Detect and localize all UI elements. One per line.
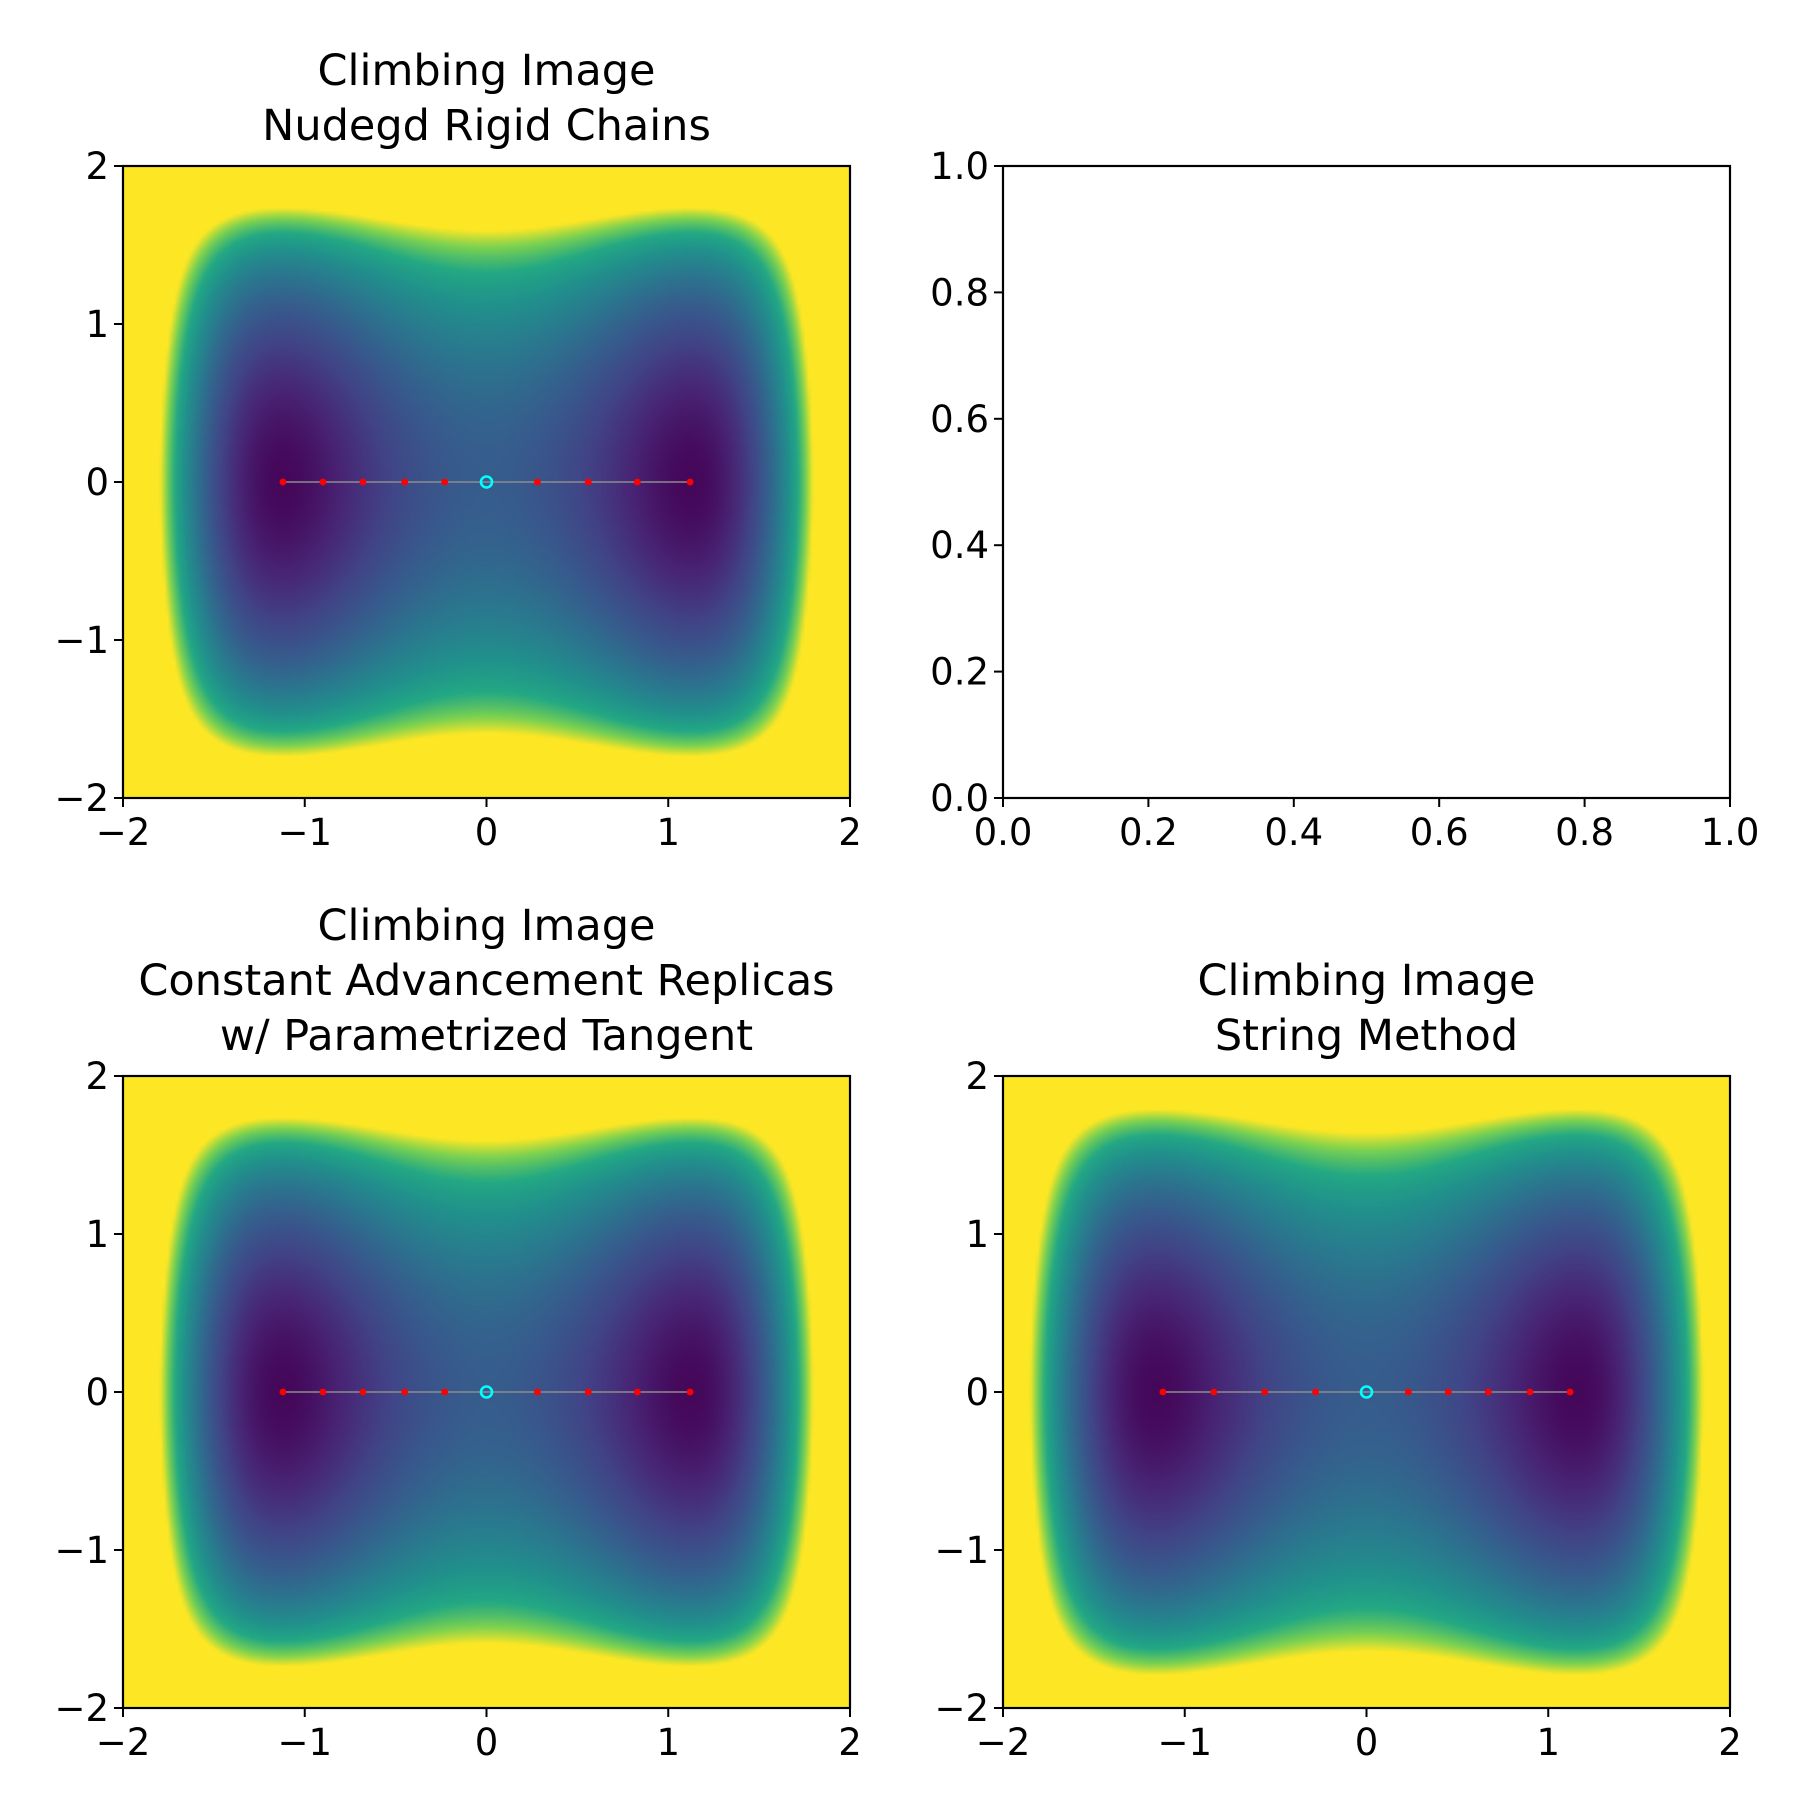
x-tick-label: 0 [1355,1721,1379,1764]
image-point [584,1388,592,1396]
image-point [584,478,592,486]
x-tick-label: 0.8 [1555,811,1614,854]
subplot-title-line: Climbing Image [318,901,656,951]
x-tick-label: −1 [277,811,332,854]
image-point [1404,1388,1412,1396]
y-tick-label: 2 [85,145,109,188]
y-tick-label: −2 [934,1687,989,1730]
x-tick-label: 1.0 [1701,811,1760,854]
y-tick-label: −1 [934,1529,989,1572]
x-tick-label: −2 [96,1721,151,1764]
y-tick-label: 1 [965,1213,989,1256]
image-point [533,478,541,486]
image-point [633,478,641,486]
y-tick-label: 2 [85,1055,109,1098]
x-tick-label: −1 [277,1721,332,1764]
y-tick-label: 0.4 [930,524,989,567]
x-tick-label: 1 [656,811,680,854]
y-tick-label: 2 [965,1055,989,1098]
y-tick-label: 0 [85,461,109,504]
y-tick-label: 1 [85,1213,109,1256]
x-tick-label: 2 [1718,1721,1742,1764]
y-tick-label: 0.8 [930,271,989,314]
x-tick-label: 0 [475,811,499,854]
y-tick-label: 1.0 [930,145,989,188]
x-tick-label: −1 [1157,1721,1212,1764]
x-tick-label: 0.4 [1264,811,1323,854]
image-point [1526,1388,1534,1396]
image-point [1312,1388,1320,1396]
image-point [401,478,409,486]
y-tick-label: 0.2 [930,651,989,694]
image-point [1444,1388,1452,1396]
subplot-title-line: Nudegd Rigid Chains [262,101,711,151]
y-tick-label: 0.0 [930,777,989,820]
x-tick-label: 0 [475,1721,499,1764]
y-tick-label: 0 [965,1371,989,1414]
y-tick-label: 0 [85,1371,109,1414]
y-tick-label: 0.6 [930,398,989,441]
x-tick-label: 0.2 [1119,811,1178,854]
image-point [1159,1388,1167,1396]
image-point [279,1388,287,1396]
x-tick-label: 1 [656,1721,680,1764]
image-point [359,1388,367,1396]
x-tick-label: −2 [976,1721,1031,1764]
subplot-title-line: Climbing Image [1198,956,1536,1006]
image-point [686,478,694,486]
x-tick-label: 0.6 [1410,811,1469,854]
image-point [441,478,449,486]
image-point [1261,1388,1269,1396]
y-tick-label: 1 [85,303,109,346]
axes-frame [1001,164,1732,800]
x-tick-label: 1 [1536,1721,1560,1764]
y-tick-label: −2 [54,777,109,820]
image-point [441,1388,449,1396]
image-point [1566,1388,1574,1396]
y-tick-label: −2 [54,1687,109,1730]
subplot-title-line: Constant Advancement Replicas [138,956,834,1006]
image-point [319,1388,327,1396]
image-point [686,1388,694,1396]
subplot-title-line: String Method [1215,1011,1518,1061]
subplot-title-line: Climbing Image [318,46,656,96]
image-point [533,1388,541,1396]
image-point [319,478,327,486]
image-point [279,478,287,486]
y-tick-label: −1 [54,1529,109,1572]
x-tick-label: 0.0 [974,811,1033,854]
image-point [359,478,367,486]
image-point [1484,1388,1492,1396]
subplot-title-line: w/ Parametrized Tangent [220,1011,753,1061]
climbing-image-point [1359,1385,1374,1399]
image-point [633,1388,641,1396]
x-tick-label: −2 [96,811,151,854]
y-tick-label: −1 [54,619,109,662]
climbing-image-point [479,475,494,489]
image-point [401,1388,409,1396]
image-point [1210,1388,1218,1396]
climbing-image-point [479,1385,494,1399]
subplot-2: 0.0 0.2 0.4 0.6 0.8 1.0 0.0 0.2 0.4 0.6 0.8 1.0 [930,145,1759,854]
x-tick-label: 2 [838,811,862,854]
x-tick-label: 2 [838,1721,862,1764]
